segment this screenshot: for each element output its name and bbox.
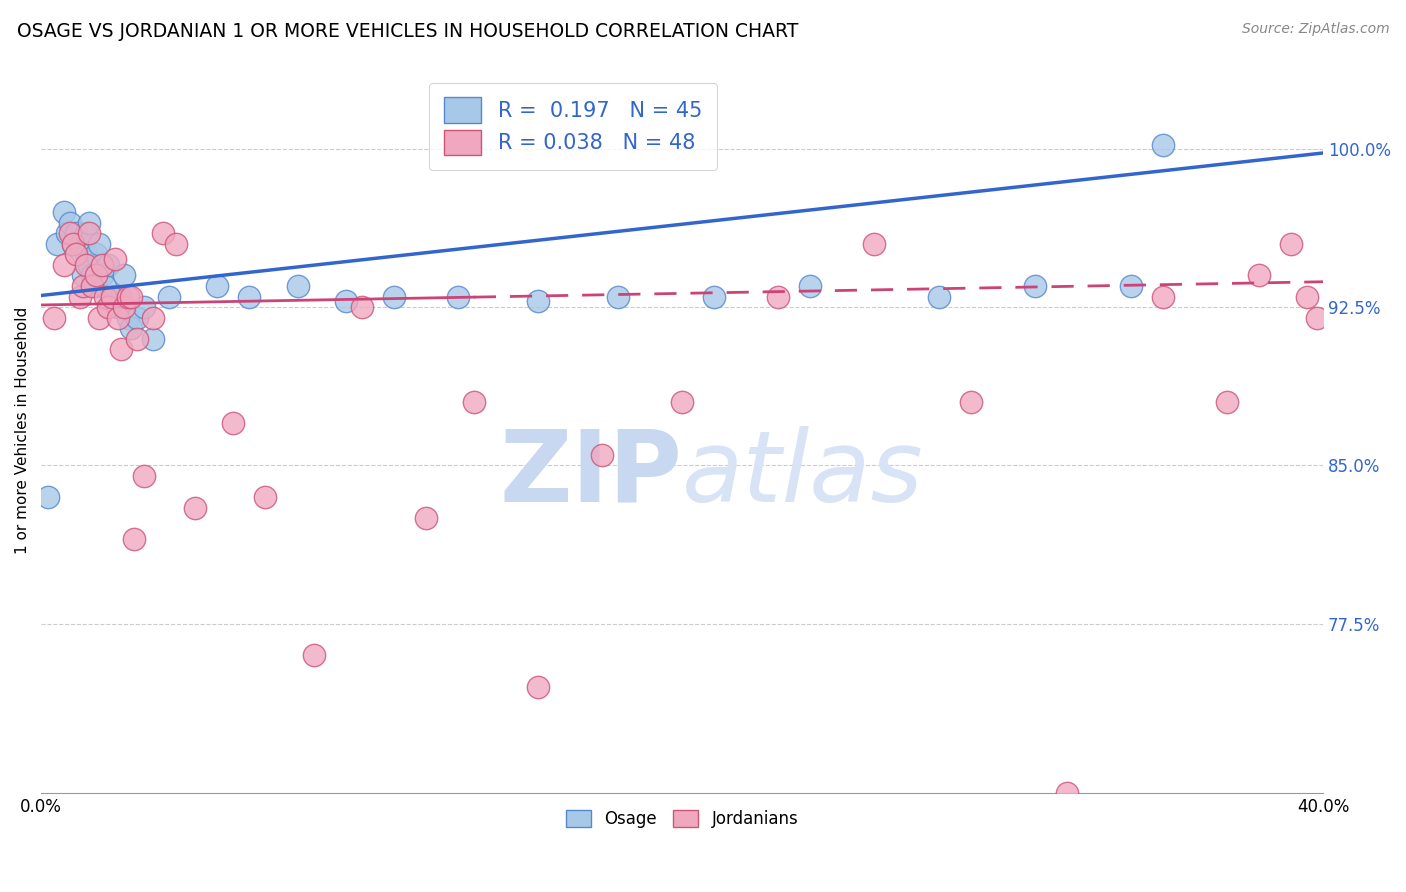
Point (122, 533, 145, 547)
Point (254, 490, 277, 504)
Point (959, 395, 981, 409)
Point (97, 258, 120, 272)
Point (222, 416, 245, 430)
Point (104, 252, 127, 266)
Text: OSAGE VS JORDANIAN 1 OR MORE VEHICLES IN HOUSEHOLD CORRELATION CHART: OSAGE VS JORDANIAN 1 OR MORE VEHICLES IN… (17, 22, 799, 41)
Point (1152, 137, 1174, 152)
Point (100, 289, 122, 303)
Point (335, 293, 357, 308)
Point (1216, 395, 1239, 409)
Point (94, 289, 117, 303)
Point (59, 226, 82, 240)
Point (65, 226, 87, 240)
Point (69, 236, 91, 251)
Point (100, 289, 122, 303)
Point (65, 247, 87, 261)
Point (114, 268, 136, 283)
Point (75, 247, 97, 261)
Point (184, 500, 207, 515)
Point (1306, 310, 1329, 325)
Point (62, 236, 84, 251)
Point (72, 279, 94, 293)
Point (463, 395, 485, 409)
Point (42, 310, 65, 325)
Point (1119, 279, 1142, 293)
Point (447, 289, 470, 303)
Point (52, 205, 75, 219)
Text: ZIP: ZIP (499, 425, 682, 523)
Point (77, 258, 100, 272)
Point (91, 268, 114, 283)
Point (1152, 289, 1174, 303)
Point (77, 226, 100, 240)
Point (114, 300, 136, 314)
Point (607, 289, 630, 303)
Point (768, 289, 790, 303)
Text: Source: ZipAtlas.com: Source: ZipAtlas.com (1241, 22, 1389, 37)
Legend: Osage, Jordanians: Osage, Jordanians (560, 804, 806, 835)
Point (415, 511, 437, 525)
Point (46, 236, 69, 251)
Point (703, 289, 725, 303)
Point (84, 247, 107, 261)
Point (52, 258, 75, 272)
Point (1279, 236, 1302, 251)
Point (591, 448, 613, 462)
Point (87, 310, 110, 325)
Point (97, 300, 120, 314)
Point (107, 300, 129, 314)
Point (87, 236, 110, 251)
Point (152, 226, 174, 240)
Point (120, 321, 142, 335)
Point (110, 289, 132, 303)
Point (1296, 289, 1319, 303)
Point (82, 279, 104, 293)
Point (37, 490, 59, 504)
Text: atlas: atlas (682, 425, 924, 523)
Point (142, 332, 165, 346)
Point (72, 268, 94, 283)
Y-axis label: 1 or more Vehicles in Household: 1 or more Vehicles in Household (15, 307, 30, 554)
Point (84, 268, 107, 283)
Point (527, 293, 550, 308)
Point (302, 648, 325, 663)
Point (863, 236, 886, 251)
Point (527, 680, 550, 694)
Point (132, 300, 155, 314)
Point (671, 395, 693, 409)
Point (110, 343, 132, 357)
Point (1056, 786, 1078, 800)
Point (104, 289, 127, 303)
Point (350, 300, 373, 314)
Point (1247, 268, 1270, 283)
Point (84, 279, 107, 293)
Point (165, 236, 187, 251)
Point (94, 279, 117, 293)
Point (1024, 279, 1046, 293)
Point (91, 258, 114, 272)
Point (69, 289, 91, 303)
Point (82, 268, 104, 283)
Point (107, 310, 129, 325)
Point (142, 310, 165, 325)
Point (59, 216, 82, 230)
Point (382, 289, 405, 303)
Point (287, 279, 309, 293)
Point (127, 310, 149, 325)
Point (157, 289, 180, 303)
Point (117, 310, 139, 325)
Point (77, 216, 100, 230)
Point (127, 332, 149, 346)
Point (132, 469, 155, 483)
Point (238, 289, 260, 303)
Point (120, 289, 142, 303)
Point (75, 226, 97, 240)
Point (55, 226, 77, 240)
Point (62, 236, 84, 251)
Point (117, 289, 139, 303)
Point (75, 258, 97, 272)
Point (799, 279, 821, 293)
Point (207, 279, 229, 293)
Point (928, 289, 950, 303)
